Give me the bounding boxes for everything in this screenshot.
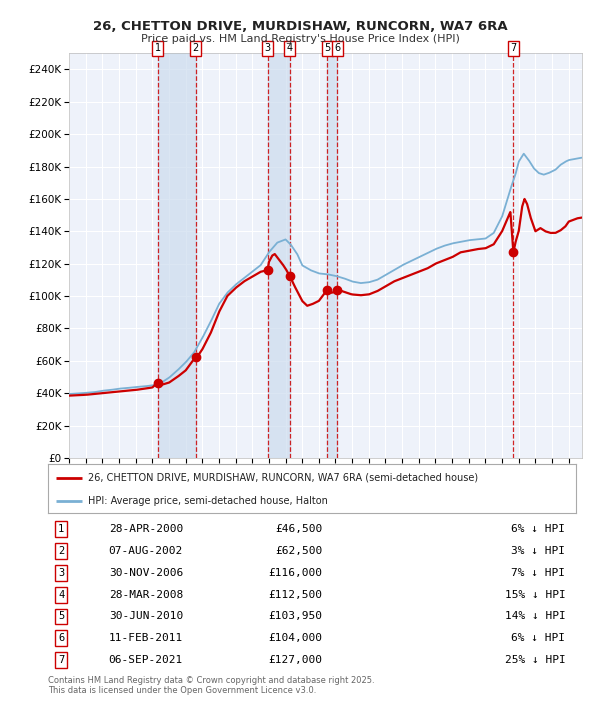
Text: 5: 5	[58, 611, 64, 621]
Text: 4: 4	[287, 43, 293, 53]
Text: HPI: Average price, semi-detached house, Halton: HPI: Average price, semi-detached house,…	[88, 496, 328, 506]
Text: Contains HM Land Registry data © Crown copyright and database right 2025.
This d: Contains HM Land Registry data © Crown c…	[48, 676, 374, 695]
Text: 26, CHETTON DRIVE, MURDISHAW, RUNCORN, WA7 6RA (semi-detached house): 26, CHETTON DRIVE, MURDISHAW, RUNCORN, W…	[88, 473, 478, 483]
Text: 1: 1	[58, 524, 64, 534]
Text: 3% ↓ HPI: 3% ↓ HPI	[511, 546, 565, 556]
Text: £127,000: £127,000	[269, 655, 323, 665]
Text: 06-SEP-2021: 06-SEP-2021	[109, 655, 183, 665]
Text: 28-APR-2000: 28-APR-2000	[109, 524, 183, 534]
Text: 28-MAR-2008: 28-MAR-2008	[109, 589, 183, 600]
Text: 7: 7	[510, 43, 517, 53]
Text: Price paid vs. HM Land Registry's House Price Index (HPI): Price paid vs. HM Land Registry's House …	[140, 34, 460, 44]
Text: 6% ↓ HPI: 6% ↓ HPI	[511, 524, 565, 534]
Text: 5: 5	[324, 43, 330, 53]
Text: 11-FEB-2011: 11-FEB-2011	[109, 633, 183, 643]
Text: 6% ↓ HPI: 6% ↓ HPI	[511, 633, 565, 643]
Text: 4: 4	[58, 589, 64, 600]
Text: £104,000: £104,000	[269, 633, 323, 643]
Text: 6: 6	[334, 43, 341, 53]
Text: £116,000: £116,000	[269, 568, 323, 578]
Text: 6: 6	[58, 633, 64, 643]
Text: 30-JUN-2010: 30-JUN-2010	[109, 611, 183, 621]
Text: 2: 2	[58, 546, 64, 556]
Text: £62,500: £62,500	[275, 546, 323, 556]
Text: £46,500: £46,500	[275, 524, 323, 534]
Text: 1: 1	[155, 43, 161, 53]
Text: 07-AUG-2002: 07-AUG-2002	[109, 546, 183, 556]
Text: 3: 3	[58, 568, 64, 578]
Text: 7: 7	[58, 655, 64, 665]
Bar	[158, 53, 196, 458]
Bar	[327, 53, 337, 458]
Text: 2: 2	[193, 43, 199, 53]
Text: 3: 3	[265, 43, 271, 53]
Text: £103,950: £103,950	[269, 611, 323, 621]
Text: 26, CHETTON DRIVE, MURDISHAW, RUNCORN, WA7 6RA: 26, CHETTON DRIVE, MURDISHAW, RUNCORN, W…	[92, 20, 508, 33]
Text: £112,500: £112,500	[269, 589, 323, 600]
Text: 14% ↓ HPI: 14% ↓ HPI	[505, 611, 565, 621]
Bar	[268, 53, 290, 458]
Text: 30-NOV-2006: 30-NOV-2006	[109, 568, 183, 578]
Text: 7% ↓ HPI: 7% ↓ HPI	[511, 568, 565, 578]
Text: 25% ↓ HPI: 25% ↓ HPI	[505, 655, 565, 665]
Text: 15% ↓ HPI: 15% ↓ HPI	[505, 589, 565, 600]
